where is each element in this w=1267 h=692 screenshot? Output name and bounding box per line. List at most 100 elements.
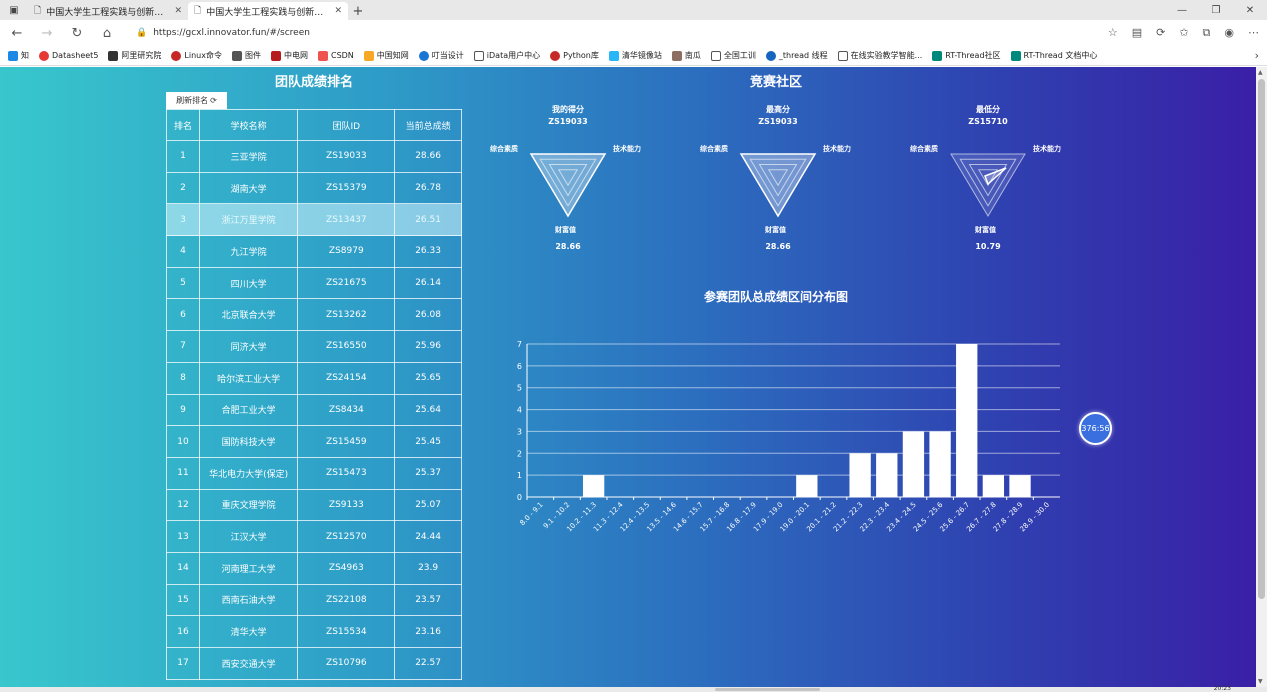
histogram-bar[interactable] — [876, 453, 898, 497]
tab-title: 中国大学生工程实践与创新能力大 — [206, 7, 330, 18]
histogram-bar[interactable] — [582, 475, 605, 497]
table-row[interactable]: 12 重庆文理学院 ZS9133 25.07 — [166, 488, 462, 522]
rank-cell: 12 — [166, 488, 200, 522]
table-row[interactable]: 9 合肥工业大学 ZS8434 25.64 — [166, 393, 462, 427]
histogram-bar[interactable] — [1009, 475, 1031, 497]
close-icon[interactable]: ✕ — [334, 6, 342, 16]
table-row[interactable]: 11 华北电力大学(保定) ZS15473 25.37 — [166, 456, 462, 490]
radar-grid-ring — [749, 158, 807, 207]
team-id-cell: ZS15534 — [297, 615, 396, 648]
table-row[interactable]: 8 哈尔滨工业大学 ZS24154 25.65 — [166, 361, 462, 395]
rank-cell: 7 — [166, 330, 200, 363]
pdf-icon[interactable]: ▤ — [1131, 26, 1143, 39]
histogram-bar[interactable] — [956, 344, 978, 497]
new-tab-button[interactable]: + — [352, 3, 364, 19]
bookmark-item[interactable]: 清华镜像站 — [608, 50, 662, 61]
bookmark-item[interactable]: 全国工训 — [710, 50, 756, 61]
table-row[interactable]: 17 西安交通大学 ZS10796 22.57 — [166, 647, 462, 680]
histogram-bar[interactable] — [982, 475, 1005, 497]
table-row[interactable]: 6 北京联合大学 ZS13262 26.08 — [166, 298, 462, 332]
bookmark-item[interactable]: 阿里研究院 — [108, 50, 161, 61]
bookmark-item[interactable]: 中电网 — [270, 50, 308, 61]
minimize-icon[interactable]: — — [1177, 4, 1187, 16]
score-cell: 22.57 — [394, 647, 462, 680]
favorites-list-icon[interactable]: ✩ — [1179, 26, 1189, 39]
bookmark-item[interactable]: Python库 — [550, 50, 599, 61]
scroll-up-icon[interactable]: ▲ — [1258, 69, 1263, 76]
rank-cell: 11 — [166, 456, 200, 490]
score-cell: 26.14 — [394, 266, 462, 300]
horizontal-scrollbar[interactable]: 20:23 — [0, 685, 1267, 692]
radar-value: 28.66 — [555, 242, 581, 251]
refresh-ranking-button[interactable]: 刷新排名 ⟳ — [166, 92, 227, 109]
browser-tab-active[interactable]: 🗋 中国大学生工程实践与创新能力大 ✕ — [188, 2, 348, 20]
vertical-scrollbar[interactable]: ▲ ▼ — [1256, 67, 1267, 687]
radar-chart: 最高分 ZS19033 综合素质 技术能力 财富值 28.66 — [700, 104, 923, 254]
table-row[interactable]: 15 西南石油大学 ZS22108 23.57 — [166, 583, 462, 617]
bookmark-item[interactable]: CSDN — [317, 50, 354, 61]
team-id-cell: ZS24154 — [297, 361, 396, 395]
rank-cell: 14 — [166, 551, 200, 585]
close-window-icon[interactable]: ✕ — [1245, 4, 1255, 16]
bookmark-item[interactable]: RT-Thread社区 — [932, 50, 1001, 61]
bookmark-icon — [1010, 50, 1021, 61]
tab-actions-icon[interactable]: ▣ — [9, 4, 19, 16]
school-cell: 湖南大学 — [198, 171, 299, 205]
table-row[interactable]: 10 国防科技大学 ZS15459 25.45 — [166, 425, 462, 458]
axis-label-quality: 综合素质 — [910, 145, 938, 153]
table-row[interactable]: 14 河南理工大学 ZS4963 23.9 — [166, 551, 462, 585]
more-menu-icon[interactable]: ⋯ — [1248, 26, 1259, 39]
bookmark-item[interactable]: 叮当设计 — [418, 50, 464, 61]
bookmarks-overflow-icon[interactable]: › — [1254, 49, 1259, 62]
table-row[interactable]: 3 浙江万里学院 ZS13437 26.51 — [166, 203, 462, 237]
table-row[interactable]: 16 清华大学 ZS15534 23.16 — [166, 615, 462, 648]
bookmark-item[interactable]: Linux命令 — [171, 50, 222, 61]
radar-value: 28.66 — [765, 242, 791, 251]
school-cell: 国防科技大学 — [198, 425, 299, 458]
table-row[interactable]: 7 同济大学 ZS16550 25.96 — [166, 330, 462, 363]
bookmark-item[interactable]: iData用户中心 — [473, 50, 540, 61]
scroll-down-icon[interactable]: ▼ — [1258, 678, 1263, 685]
table-row[interactable]: 1 三亚学院 ZS19033 28.66 — [166, 140, 462, 173]
collections-icon[interactable]: ⧉ — [1202, 26, 1211, 39]
table-row[interactable]: 4 九江学院 ZS8979 26.33 — [166, 235, 462, 268]
bookmark-icon — [837, 50, 848, 61]
home-icon[interactable]: ⌂ — [102, 25, 112, 41]
bookmark-item[interactable]: 南瓜 — [671, 50, 701, 61]
axis-label-quality: 综合素质 — [490, 145, 518, 153]
hscrollbar-thumb[interactable] — [715, 688, 820, 691]
radar-plot — [739, 153, 817, 218]
forward-icon[interactable]: → — [41, 25, 53, 41]
ranking-title: 团队成绩排名 — [274, 75, 353, 90]
histogram-bar[interactable] — [929, 431, 951, 497]
rank-cell: 15 — [166, 583, 200, 617]
back-icon[interactable]: ← — [11, 25, 23, 41]
bookmark-item[interactable]: 在线实验教学智能... — [837, 50, 922, 61]
radar-header: 最高分 ZS19033 — [703, 104, 853, 128]
histogram-bar[interactable] — [902, 431, 925, 497]
profile-icon[interactable]: ◉ — [1224, 26, 1234, 39]
scrollbar-thumb[interactable] — [1258, 79, 1265, 599]
refresh-icon[interactable]: ↻ — [71, 25, 83, 41]
table-row[interactable]: 5 四川大学 ZS21675 26.14 — [166, 266, 462, 300]
bookmark-item[interactable]: _thread 线程 — [765, 50, 828, 61]
bookmark-item[interactable]: 知 — [8, 50, 29, 61]
url-field[interactable]: 🔒 https://gcxl.innovator.fun/#/screen — [128, 22, 1096, 44]
score-cell: 25.45 — [394, 425, 462, 458]
radar-chart: 最低分 ZS15710 综合素质 技术能力 财富值 10.79 — [910, 104, 1133, 254]
restore-icon[interactable]: ❐ — [1211, 4, 1221, 16]
bookmark-item[interactable]: Datasheet5 — [39, 50, 98, 61]
bookmark-icon — [363, 50, 374, 61]
table-row[interactable]: 2 湖南大学 ZS15379 26.78 — [166, 171, 462, 205]
bookmark-item[interactable]: 图件 — [231, 50, 261, 61]
bookmark-item[interactable]: RT-Thread 文档中心 — [1010, 50, 1097, 61]
favorite-icon[interactable]: ☆ — [1107, 26, 1118, 39]
bookmark-item[interactable]: 中国知网 — [363, 50, 409, 61]
browser-tab[interactable]: 🗋 中国大学生工程实践与创新能力大 ✕ — [28, 2, 188, 20]
histogram-bar[interactable] — [796, 475, 818, 497]
close-icon[interactable]: ✕ — [174, 6, 182, 16]
histogram-bar[interactable] — [849, 453, 871, 497]
extension-icon[interactable]: ⟳ — [1156, 26, 1166, 39]
table-row[interactable]: 13 江汉大学 ZS12570 24.44 — [166, 520, 462, 553]
bookmark-icon — [765, 50, 776, 61]
